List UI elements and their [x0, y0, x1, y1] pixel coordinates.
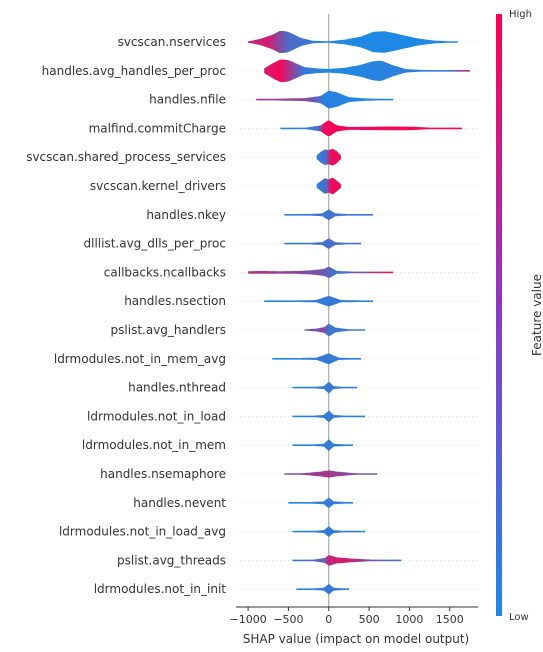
feature-row: handles.nsemaphore	[100, 467, 478, 481]
violin-shape	[316, 177, 341, 195]
violin-shape	[292, 439, 353, 452]
violin-shape	[292, 381, 357, 394]
feature-label: ldrmodules.not_in_load_avg	[59, 525, 226, 539]
feature-label: svcscan.shared_process_services	[26, 150, 226, 164]
violin-shape	[264, 59, 470, 83]
x-axis: −1000 −500 0 500 1000 1500	[229, 14, 478, 626]
x-axis-label: SHAP value (impact on model output)	[243, 632, 470, 646]
feature-label: handles.avg_handles_per_proc	[42, 64, 226, 78]
violin-shape	[284, 238, 361, 249]
feature-row: callbacks.ncallbacks	[104, 265, 478, 279]
violin-shape	[316, 148, 341, 166]
feature-row: handles.nkey	[146, 208, 478, 222]
violin-shape	[284, 209, 374, 221]
violin-shape	[296, 583, 349, 595]
violin-shape	[304, 323, 366, 337]
x-tick-label: −500	[273, 613, 303, 626]
feature-label: malfind.commitCharge	[89, 121, 226, 135]
violin-shape	[284, 470, 378, 478]
feature-label: ldrmodules.not_in_load	[87, 409, 226, 423]
feature-label: callbacks.ncallbacks	[104, 265, 226, 279]
feature-label: svcscan.nservices	[118, 35, 226, 49]
violin-shape	[292, 410, 366, 423]
violin-shape	[256, 90, 394, 109]
x-tick-label: −1000	[229, 613, 266, 626]
x-tick-label: 0	[325, 613, 332, 626]
violin-shape	[292, 526, 366, 537]
feature-label: dlllist.avg_dlls_per_proc	[84, 237, 227, 251]
feature-label: handles.nevent	[133, 496, 226, 510]
violin-shape	[264, 296, 374, 307]
feature-label: ldrmodules.not_in_mem	[82, 438, 226, 452]
colorbar-gradient	[496, 14, 502, 616]
feature-row: ldrmodules.not_in_mem	[82, 438, 478, 452]
x-tick-label: 500	[359, 613, 380, 626]
violin-shape	[292, 555, 402, 566]
feature-label: pslist.avg_threads	[117, 553, 226, 567]
violin-shape	[288, 497, 353, 509]
x-tick-label: 1000	[395, 613, 423, 626]
feature-label: handles.nfile	[149, 93, 226, 107]
feature-row: pslist.avg_handlers	[111, 323, 478, 337]
feature-row: handles.nthread	[128, 381, 478, 395]
violin-shape	[280, 120, 462, 137]
feature-label: ldrmodules.not_in_init	[94, 582, 227, 596]
feature-row: dlllist.avg_dlls_per_proc	[84, 237, 478, 251]
feature-label: handles.nthread	[128, 381, 226, 395]
colorbar: High Low Feature value	[496, 9, 543, 623]
colorbar-title: Feature value	[530, 274, 543, 356]
feature-rows: svcscan.nservices handles.avg_handles_per…	[26, 30, 478, 596]
feature-label: svcscan.kernel_drivers	[90, 179, 226, 193]
feature-row: svcscan.shared_process_services	[26, 148, 478, 166]
feature-label: handles.nsection	[124, 294, 226, 308]
feature-row: svcscan.nservices	[118, 30, 478, 54]
violin-shape	[248, 266, 394, 278]
feature-row: svcscan.kernel_drivers	[90, 177, 478, 195]
x-tick-label: 1500	[436, 613, 464, 626]
feature-label: handles.nkey	[146, 208, 226, 222]
colorbar-high-label: High	[509, 9, 532, 20]
feature-row: handles.nevent	[133, 496, 478, 510]
feature-row: malfind.commitCharge	[89, 120, 478, 137]
feature-row: ldrmodules.not_in_load	[87, 409, 478, 423]
feature-row: pslist.avg_threads	[117, 553, 478, 567]
violin-shape	[272, 353, 361, 365]
feature-row: ldrmodules.not_in_init	[94, 582, 478, 596]
feature-row: handles.avg_handles_per_proc	[42, 59, 478, 83]
feature-row: ldrmodules.not_in_load_avg	[59, 525, 478, 539]
feature-label: handles.nsemaphore	[100, 467, 226, 481]
feature-label: ldrmodules.not_in_mem_avg	[54, 352, 226, 366]
feature-label: pslist.avg_handlers	[111, 323, 226, 337]
colorbar-low-label: Low	[509, 612, 529, 623]
feature-row: handles.nsection	[124, 294, 478, 308]
feature-row: handles.nfile	[149, 90, 478, 109]
feature-row: ldrmodules.not_in_mem_avg	[54, 352, 478, 366]
violin-shape	[248, 30, 458, 54]
